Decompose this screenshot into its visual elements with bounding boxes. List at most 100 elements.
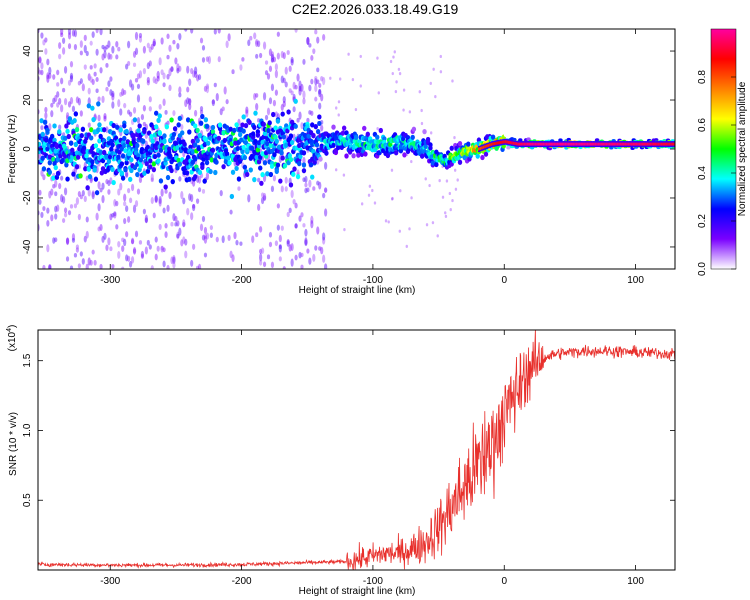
spectrogram-noise [115,200,119,207]
spectrogram-noise [294,202,298,209]
spectrogram-cell [129,167,134,174]
spectrogram-noise [38,69,42,75]
spectrogram-noise [310,55,314,61]
spectrogram-noise [445,179,449,183]
spectrogram-noise [306,117,310,123]
spectrogram-cell [154,124,159,130]
ridge-core [536,142,539,146]
ridge-core [660,142,663,146]
spectrogram-noise [176,42,180,50]
spectrogram-noise [190,67,194,75]
ridge-core [602,142,605,146]
spectrogram-noise [205,85,210,94]
spectrogram-cell [52,137,57,143]
spectrogram-noise [132,50,137,58]
spectrogram-noise [134,77,139,83]
spectrogram-noise [62,87,66,93]
spectrogram-noise [302,90,306,99]
ridge-core [591,142,594,146]
spectrogram-cell [398,144,404,150]
spectrogram-cell [177,161,183,167]
spectrogram-noise [257,40,261,48]
spectrogram-noise [160,245,164,251]
spectrogram-cell [331,124,336,130]
spectrogram-noise [44,48,48,55]
spectrogram-noise [109,213,113,221]
colorbar-tick-label: 0.4 [697,166,708,180]
spectrogram-noise [324,187,328,193]
spectrogram-noise [451,198,454,203]
spectrogram-cell [363,151,368,157]
spectrogram-cell [232,127,237,133]
spectrogram-noise [292,106,296,113]
ridge-core [600,142,603,146]
spectrogram-cell [506,145,511,150]
spectrogram-noise [83,64,87,70]
spectrogram-noise [146,239,150,246]
spectrogram-noise [95,29,99,34]
spectrogram-noise [103,113,107,120]
spectrogram-cell [203,137,209,143]
ridge-core [626,142,629,146]
ridge-core [506,140,509,144]
spectrogram-cell [111,122,116,129]
spectrogram-cell [250,131,256,137]
spectrogram-noise [93,71,97,77]
spectrogram-noise [56,91,60,98]
spectrogram-noise [290,258,294,267]
spectrogram-noise [111,45,115,54]
spectrogram-noise [60,32,64,38]
spectrogram-y-tick-label: 0 [22,146,33,152]
spectrogram-cell [157,113,162,119]
spectrogram-cell [200,164,205,170]
spectrogram-noise [453,136,456,140]
spectrogram-noise [424,177,427,181]
spectrogram-noise [180,239,184,247]
spectrogram-noise [306,36,310,46]
spectrogram-cell [214,159,219,165]
spectrogram-noise [270,51,275,60]
spectrogram-cell [128,150,133,156]
spectrogram-noise [274,89,278,96]
spectrogram-cell [242,164,248,170]
spectrogram-cell [55,156,61,163]
spectrogram-noise [429,81,432,85]
spectrogram-noise [270,57,275,63]
spectrogram-cell [336,144,341,151]
spectrogram-noise [162,260,166,268]
spectrogram-cell [92,167,97,173]
spectrogram-noise [89,65,93,70]
ridge-core [671,142,674,146]
spectrogram-cell [86,166,92,172]
spectrogram-noise [71,105,76,113]
spectrogram-cell [148,164,153,170]
spectrogram-noise [130,256,135,264]
spectrogram-cell [162,138,167,144]
ridge-core [640,142,643,146]
spectrogram-noise [172,255,176,263]
spectrogram-noise [192,204,196,209]
spectrogram-noise [343,228,346,232]
spectrogram-noise [134,200,139,207]
spectrogram-noise [123,217,127,225]
spectrogram-cell [268,171,274,178]
spectrogram-noise [418,90,421,94]
spectrogram-noise [217,56,221,63]
spectrogram-noise [274,240,278,247]
spectrogram-cell [116,154,121,160]
spectrogram-cell [136,153,141,159]
ridge-core [498,141,501,145]
spectrogram-cell [171,131,177,138]
spectrogram-noise [127,216,131,223]
spectrogram-noise [284,66,288,75]
spectrogram-noise [174,57,178,65]
spectrogram-cell [156,117,161,123]
spectrogram-noise [186,207,190,216]
ridge-core [599,142,602,146]
spectrogram-cell [79,132,84,139]
spectrogram-noise [148,60,152,67]
spectrogram-cell [49,133,55,139]
ridge-core [586,142,589,146]
spectrogram-noise [123,89,127,95]
spectrogram-cell [138,157,144,163]
